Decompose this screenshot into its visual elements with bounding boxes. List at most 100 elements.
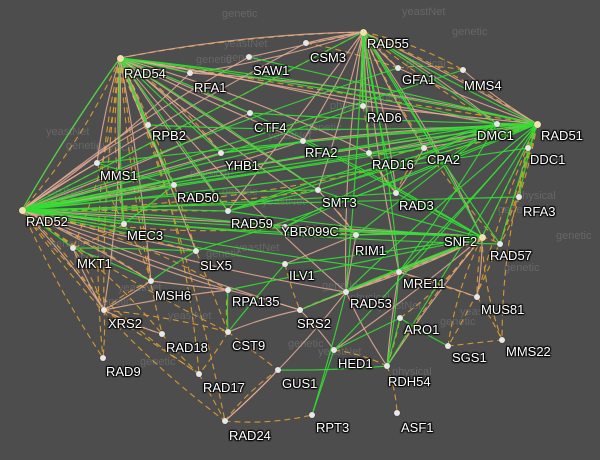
graph-node-dmc1[interactable]: [494, 121, 500, 127]
graph-node-mkt1[interactable]: [70, 245, 76, 251]
graph-node-slx5[interactable]: [193, 248, 199, 254]
graph-node-snf2[interactable]: [478, 233, 486, 241]
graph-edge: [21, 57, 121, 211]
graph-node-xrs2[interactable]: [101, 307, 107, 313]
graph-node-rpb2[interactable]: [145, 122, 151, 128]
graph-edge: [476, 236, 483, 298]
graph-node-rad18[interactable]: [159, 331, 165, 337]
graph-edge: [119, 57, 191, 74]
graph-edge: [21, 209, 105, 311]
graph-node-rad6[interactable]: [360, 103, 366, 109]
graph-edge: [161, 333, 200, 375]
graph-node-rpa135[interactable]: [225, 287, 231, 293]
graph-node-mms22[interactable]: [499, 337, 505, 343]
graph-node-cpa2[interactable]: [421, 145, 427, 151]
graph-edge: [119, 57, 251, 114]
graph-edge: [21, 31, 364, 211]
graph-node-mms4[interactable]: [460, 67, 466, 73]
graph-node-mec3[interactable]: [121, 221, 127, 227]
graph-node-rim1[interactable]: [353, 232, 359, 238]
graph-edge: [119, 57, 319, 191]
graph-node-cst9[interactable]: [225, 329, 231, 335]
graph-node-rad59[interactable]: [225, 208, 231, 214]
graph-node-yhb1[interactable]: [218, 150, 224, 156]
graph-edge: [362, 31, 397, 194]
graph-node-rad16[interactable]: [366, 150, 372, 156]
graph-edge: [362, 31, 400, 273]
graph-node-saw1[interactable]: [246, 54, 252, 60]
graph-edge: [119, 31, 364, 59]
graph-edge: [96, 123, 538, 164]
graph-node-rad50[interactable]: [171, 182, 177, 188]
graph-edge: [284, 123, 498, 228]
graph-edge: [501, 123, 538, 341]
graph-edge: [345, 291, 388, 367]
graph-node-ybr099c[interactable]: [282, 224, 288, 230]
graph-node-mre11[interactable]: [396, 269, 402, 275]
graph-node-asf1[interactable]: [394, 410, 400, 416]
graph-edge: [119, 57, 152, 282]
graph-edge: [114, 57, 125, 225]
graph-edge: [317, 189, 357, 236]
graph-edge: [119, 57, 319, 191]
graph-node-gus1[interactable]: [275, 367, 281, 373]
graph-edge: [147, 123, 538, 130]
graph-node-rad9[interactable]: [100, 355, 106, 361]
graph-edge: [284, 263, 301, 311]
graph-node-srs2[interactable]: [297, 307, 303, 313]
graph-node-rfa2[interactable]: [300, 138, 306, 144]
graph-edge: [119, 57, 347, 293]
graph-node-hed1[interactable]: [331, 347, 337, 353]
graph-edge: [399, 236, 483, 319]
graph-edge: [311, 291, 347, 416]
graph-edge: [317, 189, 483, 238]
graph-node-ddc1[interactable]: [525, 145, 531, 151]
graph-node-mus81[interactable]: [474, 294, 480, 300]
graph-edge: [189, 31, 364, 74]
graph-node-rad57[interactable]: [497, 241, 503, 247]
graph-edge: [481, 236, 503, 341]
graph-node-rad53[interactable]: [343, 289, 349, 295]
graph-node-aro1[interactable]: [397, 315, 403, 321]
graph-edge: [462, 69, 538, 125]
graph-node-rad55[interactable]: [359, 28, 367, 36]
graph-edge: [248, 56, 538, 125]
graph-node-csm3[interactable]: [303, 40, 309, 46]
graph-edge: [123, 184, 175, 225]
graph-edge: [21, 57, 121, 211]
graph-edge: [362, 105, 538, 125]
graph-edge: [249, 112, 483, 238]
graph-edge: [386, 236, 483, 367]
graph-node-rad52[interactable]: [18, 206, 26, 214]
graph-node-msh6[interactable]: [148, 278, 154, 284]
graph-edge: [198, 331, 229, 375]
graph-node-rfa1[interactable]: [187, 70, 193, 76]
graph-edge: [72, 223, 125, 249]
graph-edge: [499, 196, 520, 245]
graph-edge: [21, 209, 286, 265]
graph-edge: [119, 57, 251, 114]
graph-node-ilv1[interactable]: [282, 261, 288, 267]
graph-node-gfa1[interactable]: [395, 65, 401, 71]
graph-edge: [362, 31, 498, 125]
graph-node-rpt3[interactable]: [309, 412, 315, 418]
graph-edge: [72, 247, 105, 311]
graph-node-rad17[interactable]: [196, 371, 202, 377]
graph-node-smt3[interactable]: [315, 187, 321, 193]
graph-edge: [333, 123, 538, 351]
graph-node-rad51[interactable]: [533, 120, 541, 128]
graph-node-rad3[interactable]: [393, 190, 399, 196]
graph-node-rad24[interactable]: [222, 418, 228, 424]
graph-node-rdh54[interactable]: [384, 363, 390, 369]
graph-edge: [21, 67, 399, 211]
graph-edge: [21, 42, 307, 211]
graph-node-rfa3[interactable]: [516, 194, 522, 200]
graph-node-rad54[interactable]: [116, 54, 124, 62]
graph-edge: [227, 210, 483, 238]
graph-node-ctf4[interactable]: [247, 110, 253, 116]
graph-edge: [103, 280, 152, 311]
graph-node-mms1[interactable]: [94, 160, 100, 166]
graph-node-sgs1[interactable]: [445, 343, 451, 349]
